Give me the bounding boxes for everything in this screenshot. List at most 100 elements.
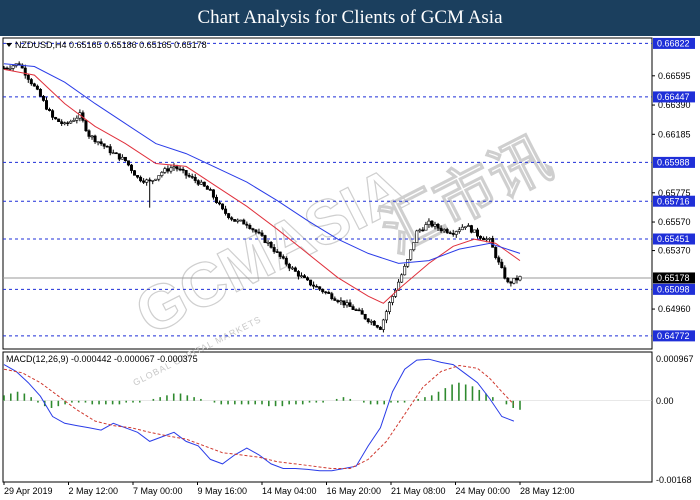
- candle: [509, 280, 513, 287]
- candle-body: [354, 309, 358, 311]
- candle-body: [221, 203, 225, 210]
- candle: [296, 270, 300, 280]
- candle-body: [296, 271, 300, 277]
- candle-body: [324, 291, 328, 294]
- candle-body: [348, 302, 352, 307]
- candle-body: [363, 314, 367, 320]
- candle-body: [254, 229, 258, 233]
- price-tick-6: 0.65775: [658, 188, 691, 198]
- candle: [208, 187, 212, 191]
- candle: [166, 165, 170, 174]
- candle: [26, 73, 30, 83]
- candle-body: [211, 189, 215, 198]
- candle-body: [287, 263, 291, 269]
- candle: [354, 308, 358, 311]
- candle-body: [424, 224, 428, 231]
- candle-body: [257, 231, 261, 234]
- level-tag-6: [653, 283, 695, 295]
- candle-body: [245, 223, 249, 226]
- candle: [44, 97, 48, 111]
- price-tick-13: 0.64960: [658, 304, 691, 314]
- candle: [75, 115, 79, 124]
- candle-body: [148, 179, 152, 182]
- level-tag-label-4: 0.65451: [657, 234, 690, 244]
- candle-body: [369, 320, 373, 323]
- candle: [306, 276, 310, 281]
- candle-body: [145, 179, 149, 183]
- candle-body: [51, 110, 55, 118]
- candle: [181, 166, 185, 174]
- candle: [436, 222, 440, 231]
- candle-body: [387, 302, 391, 312]
- candle: [321, 288, 325, 294]
- candle-body: [151, 179, 155, 182]
- candle: [515, 275, 519, 284]
- candle-body: [327, 292, 331, 294]
- candle-body: [351, 306, 355, 310]
- candle-body: [187, 174, 191, 177]
- candle-body: [454, 231, 458, 235]
- candle-body: [451, 233, 455, 235]
- moving-average-line-0: [3, 68, 521, 304]
- candle: [424, 221, 428, 231]
- candle: [339, 297, 343, 305]
- candle: [266, 240, 270, 247]
- symbol-dropdown-icon[interactable]: [6, 43, 12, 47]
- candle-body: [57, 118, 61, 123]
- candle: [287, 262, 291, 272]
- candle-body: [460, 226, 464, 231]
- candle: [93, 134, 97, 144]
- candle: [421, 227, 425, 232]
- candle-body: [391, 296, 395, 303]
- candle: [415, 229, 419, 243]
- macd-signal-line: [3, 364, 515, 469]
- candle-body: [463, 226, 467, 229]
- candle: [105, 145, 109, 148]
- candle-body: [306, 277, 310, 281]
- candle-body: [436, 223, 440, 229]
- candle: [348, 299, 352, 307]
- candle-body: [515, 277, 519, 281]
- candle-body: [397, 281, 401, 291]
- candle: [163, 166, 167, 174]
- candle-body: [181, 168, 185, 171]
- candle: [218, 200, 222, 206]
- candle-body: [166, 168, 170, 172]
- candle: [239, 219, 243, 222]
- candle-body: [242, 219, 246, 225]
- candle-body: [333, 298, 337, 301]
- candle-body: [87, 130, 91, 137]
- candle: [409, 249, 413, 261]
- candle: [293, 266, 297, 272]
- candle-body: [357, 309, 361, 312]
- macd-tick-0: 0.000967: [656, 354, 694, 364]
- candle: [430, 220, 434, 228]
- candle: [154, 178, 158, 181]
- candle-body: [284, 257, 288, 265]
- candle-body: [472, 229, 476, 233]
- candle: [169, 164, 173, 174]
- candle: [8, 65, 12, 71]
- price-tick-4: 0.66185: [658, 129, 691, 139]
- candle: [375, 324, 379, 329]
- candle: [503, 265, 507, 280]
- candle-body: [485, 238, 489, 241]
- candle-body: [476, 229, 480, 237]
- candle-body: [117, 153, 121, 160]
- candle: [227, 212, 231, 220]
- candle-body: [494, 247, 498, 258]
- candle-body: [133, 170, 137, 176]
- candle: [90, 135, 94, 140]
- candle: [312, 281, 316, 290]
- candle-body: [154, 178, 158, 181]
- candle: [345, 299, 349, 308]
- candle-body: [60, 121, 64, 124]
- candle-body: [321, 288, 325, 293]
- candle: [330, 291, 334, 301]
- candle: [482, 236, 486, 241]
- candle-body: [236, 219, 240, 222]
- candle-body: [482, 237, 486, 241]
- candle-body: [11, 65, 15, 69]
- candle-body: [302, 275, 306, 278]
- candle-body: [184, 170, 188, 176]
